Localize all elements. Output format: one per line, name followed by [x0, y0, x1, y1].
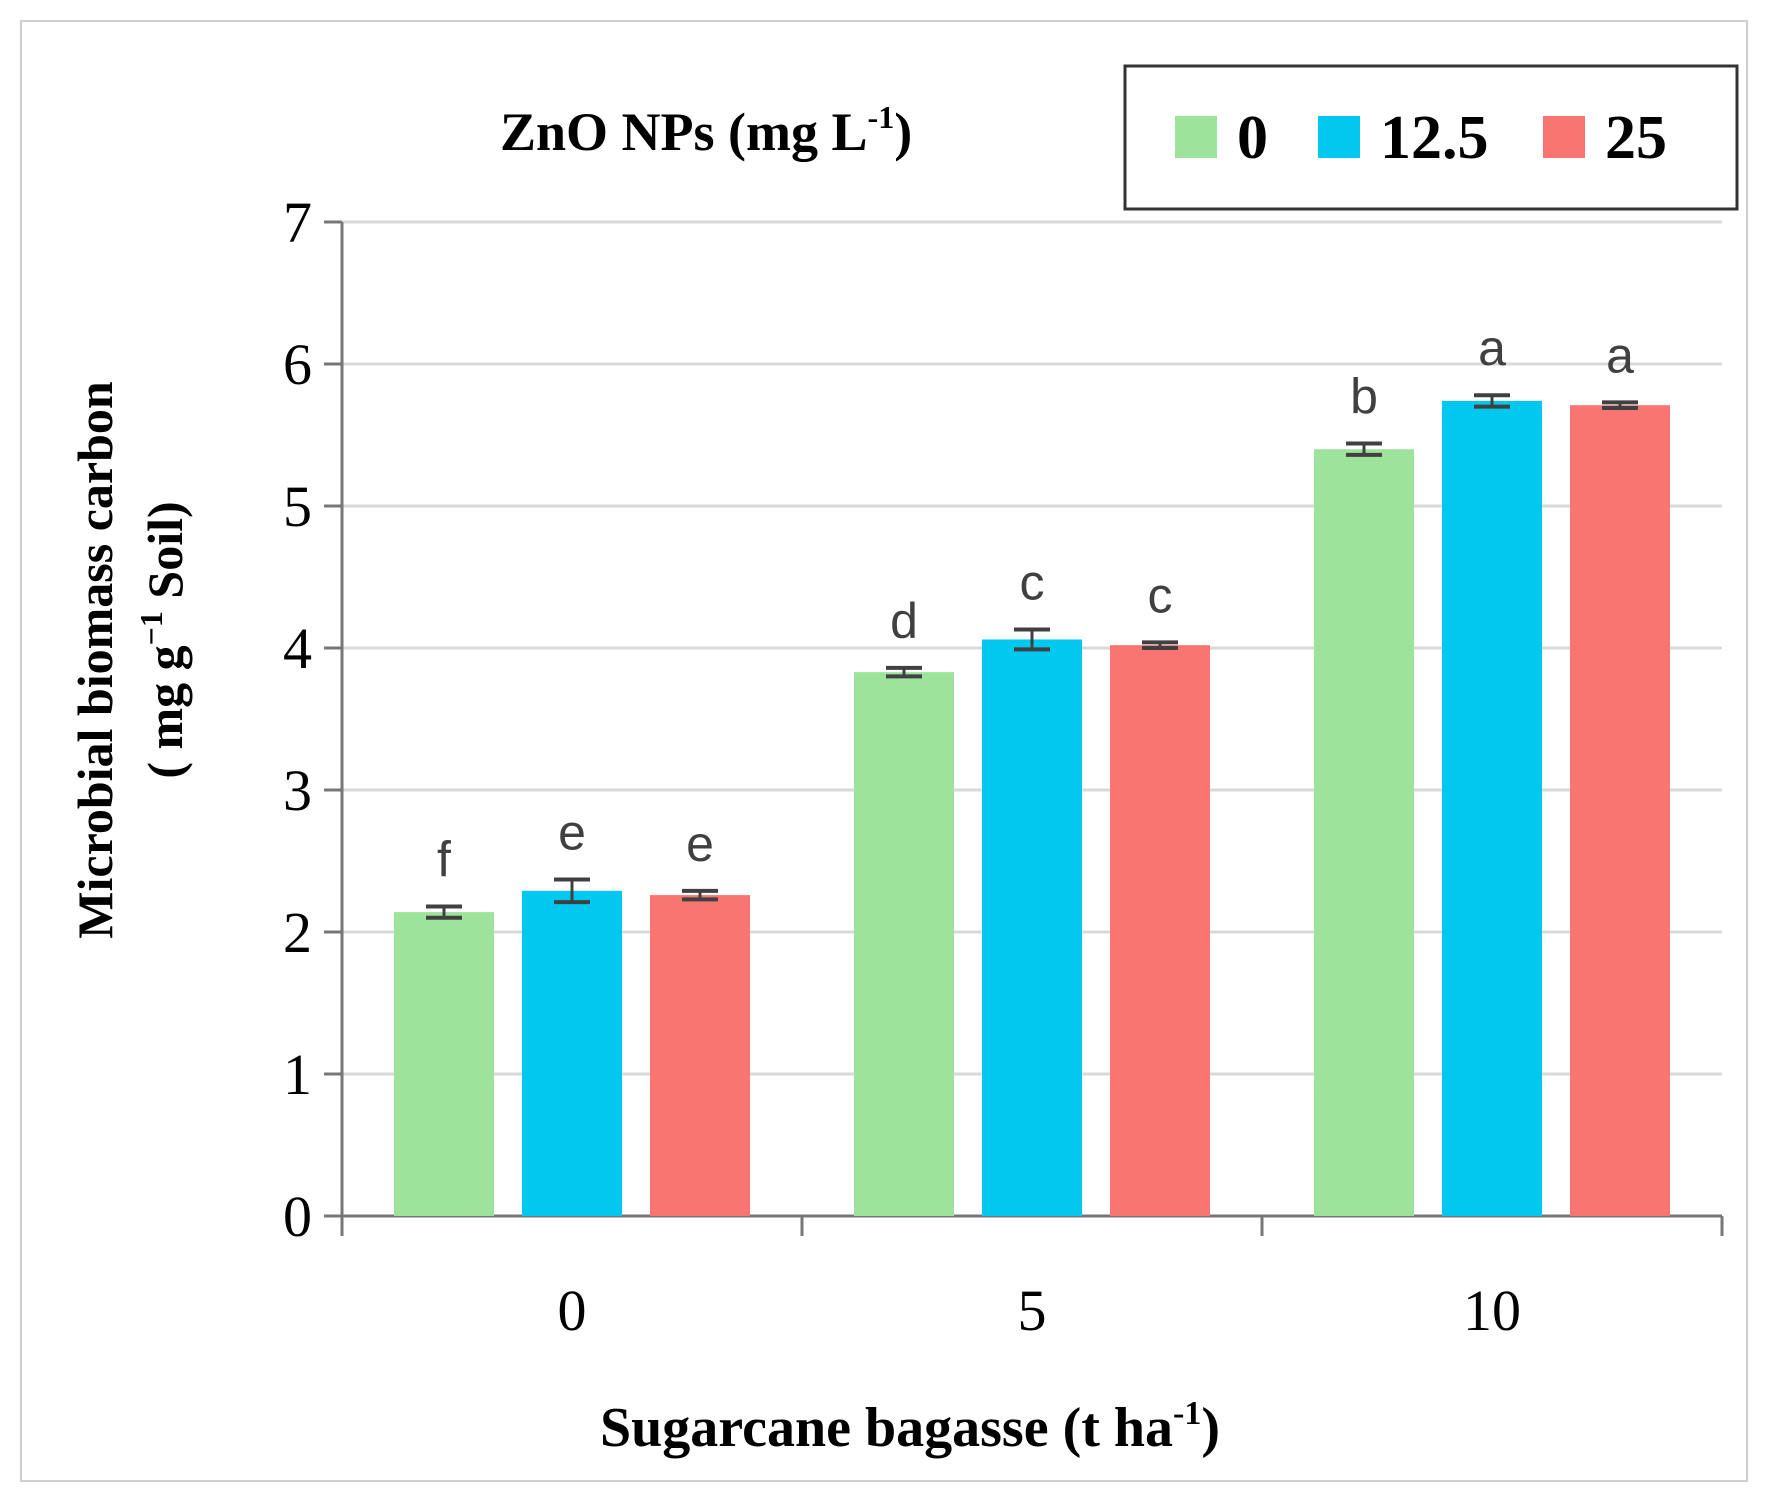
x-tick-labels: 0 5 10 — [340, 1216, 1724, 1343]
y-tick-label: 5 — [283, 474, 312, 539]
y-tick-label: 1 — [283, 1042, 312, 1107]
legend-label-25: 25 — [1605, 104, 1667, 172]
x-tick-label: 5 — [1018, 1278, 1047, 1343]
y-tick-label: 6 — [283, 332, 312, 397]
x-axis-title-end: ) — [1201, 1397, 1220, 1459]
legend-title-sup: -1 — [868, 99, 895, 135]
y-tick-labels: 0 1 2 3 4 5 6 7 — [283, 190, 312, 1249]
x-tick-label: 10 — [1463, 1278, 1521, 1343]
x-axis-title: Sugarcane bagasse (t ha-1) — [600, 1395, 1220, 1459]
legend-title: ZnO NPs (mg L-1) — [500, 99, 912, 162]
y-axis-title-line1: Microbial biomass carbon — [67, 381, 123, 939]
legend-label-12.5: 12.5 — [1380, 104, 1489, 172]
significance-letter: f — [437, 831, 451, 887]
bar-series-0-cat-5 — [854, 672, 954, 1216]
significance-letters: f e e d c c b a a — [437, 320, 1634, 887]
significance-letter: e — [686, 816, 714, 872]
significance-letter: c — [1148, 567, 1173, 623]
error-bars — [426, 393, 1638, 920]
significance-letter: d — [890, 593, 918, 649]
y-axis-title-unit: ( mg g — [137, 645, 193, 778]
y-tick-label: 2 — [283, 900, 312, 965]
bar-series-25-cat-0 — [650, 895, 750, 1216]
x-tick-label: 0 — [558, 1278, 587, 1343]
legend-items: 0 12.5 25 — [1175, 104, 1667, 172]
x-axis-title-main: Sugarcane bagasse (t ha — [600, 1397, 1173, 1459]
significance-letter: e — [558, 804, 586, 860]
y-tick-label: 0 — [283, 1184, 312, 1249]
bars — [394, 400, 1670, 1216]
significance-letter: b — [1350, 369, 1378, 425]
y-tick-label: 3 — [283, 758, 312, 823]
legend-label-0: 0 — [1237, 104, 1268, 172]
legend-title-end: ) — [894, 102, 912, 162]
legend-swatch-0 — [1175, 116, 1217, 158]
significance-letter: c — [1020, 555, 1045, 611]
x-axis-title-sup: -1 — [1173, 1395, 1201, 1432]
y-axis-title-end: Soil) — [137, 501, 193, 611]
legend-swatch-25 — [1543, 116, 1585, 158]
bar-series-0-cat-10 — [1314, 449, 1414, 1216]
y-axis-title-sup: −1 — [133, 611, 169, 645]
bar-series-12.5-cat-10 — [1442, 400, 1542, 1216]
bar-series-12.5-cat-0 — [522, 890, 622, 1216]
bar-series-25-cat-10 — [1570, 405, 1670, 1216]
bar-series-25-cat-5 — [1110, 645, 1210, 1216]
legend: 0 12.5 25 — [1123, 64, 1739, 211]
significance-letter: a — [1606, 327, 1634, 383]
y-tick-label: 7 — [283, 190, 312, 255]
legend-border — [1123, 64, 1739, 211]
y-tick-label: 4 — [283, 616, 312, 681]
bar-series-12.5-cat-5 — [982, 639, 1082, 1216]
legend-swatch-12.5 — [1318, 116, 1360, 158]
significance-letter: a — [1478, 320, 1506, 376]
bar-series-0-cat-0 — [394, 912, 494, 1216]
legend-title-main: ZnO NPs (mg L — [500, 102, 868, 162]
y-axis-title-line2: ( mg g−1 Soil) — [133, 501, 193, 778]
